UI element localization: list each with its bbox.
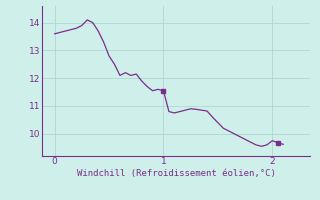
X-axis label: Windchill (Refroidissement éolien,°C): Windchill (Refroidissement éolien,°C) (76, 169, 276, 178)
